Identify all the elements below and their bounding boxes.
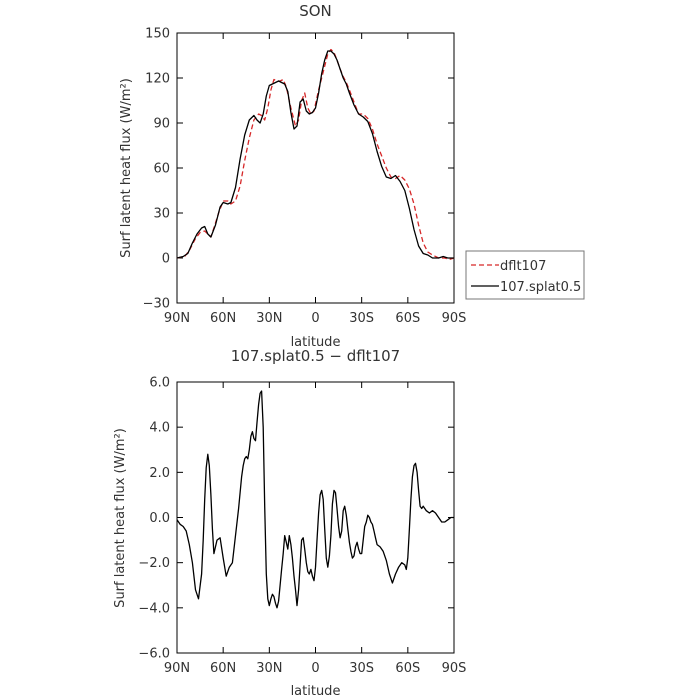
y-tick-label: 0	[162, 252, 170, 267]
panel-bottom: 107.splat0.5 − dflt107 Surf latent heat …	[113, 347, 466, 699]
y-tick-label: −6.0	[138, 647, 170, 662]
series-layer	[176, 390, 454, 609]
x-tick-label: 60N	[210, 311, 236, 326]
plot-area: −30 0 30 60 90 120 150 90N 60N 30N 0 30S 60S 90S	[143, 27, 467, 327]
y-tick-label: 90	[153, 117, 170, 132]
x-ticks: 90N 60N 30N 0 30S 60S 90S	[164, 33, 467, 326]
x-tick-label: 30S	[349, 661, 374, 676]
x-ticks: 90N 60N 30N 0 30S 60S 90S	[164, 382, 467, 676]
series-line	[176, 390, 454, 609]
legend: dflt107 107.splat0.5	[465, 250, 585, 300]
chart-title: 107.splat0.5 − dflt107	[231, 347, 400, 365]
plot-frame	[176, 32, 455, 304]
x-axis-label: latitude	[291, 335, 341, 350]
x-tick-label: 0	[311, 311, 319, 326]
y-tick-label: 150	[145, 27, 170, 42]
x-tick-label: 90N	[164, 661, 190, 676]
x-tick-label: 0	[311, 661, 319, 676]
y-axis-label: Surf latent heat flux (W/m²)	[119, 78, 134, 258]
series-line-dflt107	[176, 48, 455, 261]
legend-label-splat: 107.splat0.5	[500, 280, 581, 295]
x-tick-label: 30N	[256, 311, 282, 326]
plot-frame	[176, 381, 455, 654]
y-ticks: −30 0 30 60 90 120 150	[143, 27, 454, 312]
legend-box	[465, 250, 585, 300]
y-tick-label: 60	[153, 162, 170, 177]
x-tick-label: 30S	[349, 311, 374, 326]
x-tick-label: 60S	[395, 311, 420, 326]
x-tick-label: 90N	[164, 311, 190, 326]
y-tick-label: 30	[153, 207, 170, 222]
y-tick-label: 4.0	[149, 421, 170, 436]
series-layer	[176, 48, 455, 261]
x-tick-label: 30N	[256, 661, 282, 676]
y-ticks: −6.0 −4.0 −2.0 0.0 2.0 4.0 6.0	[138, 376, 454, 662]
y-tick-label: 0.0	[149, 511, 170, 526]
panel-top: SON Surf latent heat flux (W/m²) −30 0 30 6…	[119, 2, 585, 350]
x-tick-label: 60N	[210, 661, 236, 676]
y-tick-label: 6.0	[149, 376, 170, 391]
series-line-107-splat0-5	[176, 50, 454, 259]
x-tick-label: 90S	[442, 661, 467, 676]
y-axis-label: Surf latent heat flux (W/m²)	[113, 428, 128, 608]
plot-area: −6.0 −4.0 −2.0 0.0 2.0 4.0 6.0 90N 60N 30N 0 30S 60…	[138, 376, 466, 677]
x-axis-label: latitude	[291, 684, 341, 699]
y-tick-label: −4.0	[138, 601, 170, 616]
legend-label-dflt107: dflt107	[500, 259, 546, 274]
y-tick-label: −30	[143, 297, 170, 312]
chart-title: SON	[299, 2, 332, 20]
y-tick-label: 2.0	[149, 466, 170, 481]
x-tick-label: 90S	[442, 311, 467, 326]
x-tick-label: 60S	[395, 661, 420, 676]
y-tick-label: 120	[145, 72, 170, 87]
y-tick-label: −2.0	[138, 556, 170, 571]
